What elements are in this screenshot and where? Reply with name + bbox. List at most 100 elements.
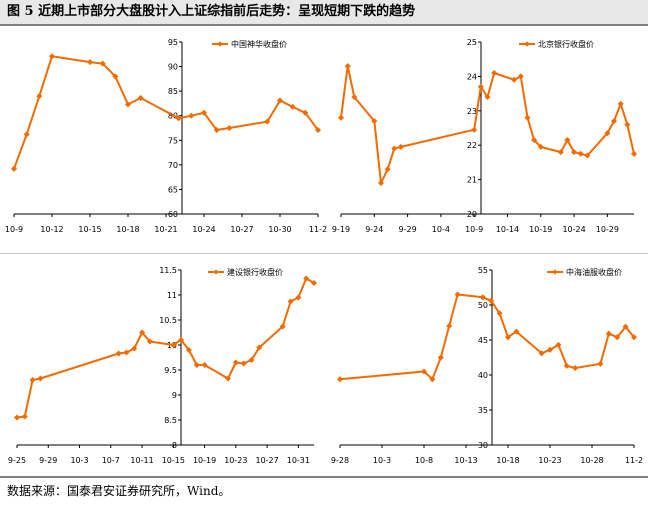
data-point — [524, 114, 531, 121]
data-point — [604, 130, 611, 137]
chart-3: 11.51110.5109.598.589-259-2910-310-710-1… — [8, 266, 318, 465]
legend-label: 中海油服收盘价 — [566, 267, 622, 277]
legend-marker — [552, 269, 558, 275]
x-tick-label: 10-24 — [192, 225, 215, 234]
data-point — [37, 375, 44, 382]
y-tick-label: 21 — [467, 176, 477, 185]
data-point — [303, 275, 310, 282]
x-tick-label: 9-28 — [331, 456, 349, 465]
y-tick-label: 9 — [172, 391, 177, 400]
data-point — [531, 136, 538, 144]
data-point — [310, 279, 318, 287]
y-tick-label: 23 — [467, 107, 477, 116]
data-point — [29, 376, 36, 384]
data-point — [371, 118, 378, 125]
data-point — [538, 350, 545, 357]
data-point — [537, 143, 544, 150]
x-tick-label: 10-13 — [454, 456, 477, 465]
data-point — [248, 356, 255, 364]
data-point — [21, 413, 28, 420]
y-tick-label: 70 — [168, 161, 178, 170]
data-point — [571, 149, 578, 156]
data-point — [302, 109, 309, 116]
data-point — [170, 341, 177, 349]
data-point — [124, 101, 132, 108]
data-point — [139, 329, 146, 336]
x-tick-label: 10-29 — [596, 225, 619, 234]
legend: 中海油服收盘价 — [547, 267, 622, 277]
series-line — [13, 55, 319, 170]
data-point — [137, 94, 144, 102]
x-tick-label: 10-3 — [70, 456, 88, 465]
data-point — [513, 328, 520, 335]
figure-source: 数据来源：国泰君安证券研究所，Wind。 — [7, 484, 231, 498]
data-point — [597, 360, 604, 367]
data-point — [610, 118, 618, 125]
data-point — [175, 115, 182, 122]
series-line — [16, 277, 315, 419]
data-point — [491, 69, 498, 77]
data-point — [496, 310, 503, 317]
data-point — [614, 334, 621, 341]
data-point — [577, 150, 584, 157]
legend: 北京银行收盘价 — [519, 39, 594, 49]
legend: 中国神华收盘价 — [212, 39, 287, 49]
x-tick-label: 10-23 — [538, 456, 561, 465]
y-tick-label: 22 — [467, 141, 477, 150]
data-point — [36, 93, 43, 100]
data-point — [564, 136, 571, 144]
data-point — [630, 150, 638, 157]
x-tick-label: 10-11 — [130, 456, 153, 465]
y-tick-label: 8 — [172, 441, 177, 450]
x-tick-label: 10-8 — [415, 456, 433, 465]
legend: 建设银行收盘价 — [208, 267, 283, 277]
x-tick-label: 10-31 — [287, 456, 310, 465]
legend-marker — [213, 269, 219, 275]
data-point — [384, 166, 391, 173]
legend-label: 北京银行收盘价 — [538, 39, 594, 49]
y-tick-label: 35 — [478, 406, 488, 415]
data-point — [446, 322, 453, 330]
x-tick-label: 10-7 — [102, 456, 120, 465]
x-tick-label: 10-27 — [255, 456, 278, 465]
x-tick-label: 9-29 — [39, 456, 57, 465]
data-point — [391, 145, 398, 152]
chart-2: 25 24 23 22 21 20 9-19 9-24 9-29 10-4 10-9 10-14 10-… — [332, 38, 638, 234]
data-point — [13, 414, 21, 421]
data-point — [48, 53, 56, 60]
data-point — [226, 124, 233, 132]
x-tick-label: 10-14 — [496, 225, 519, 234]
y-tick-label: 8.5 — [164, 416, 177, 425]
data-point — [504, 334, 512, 341]
x-tick-label: 10-3 — [373, 456, 391, 465]
data-point — [555, 341, 562, 348]
y-tick-label: 30 — [478, 441, 488, 450]
x-tick-label: 10-9 — [5, 225, 23, 234]
x-tick-label: 10-4 — [432, 225, 450, 234]
x-tick-label: 11-2 — [309, 225, 327, 234]
data-point — [200, 109, 208, 116]
data-point — [289, 103, 296, 110]
data-point — [86, 59, 94, 66]
y-tick-label: 25 — [467, 38, 477, 47]
y-tick-label: 45 — [478, 336, 488, 345]
x-tick-label: 9-29 — [399, 225, 417, 234]
x-tick-label: 9-25 — [8, 456, 26, 465]
panel-divider — [0, 253, 648, 254]
data-point — [546, 346, 554, 353]
figure-title: 图 5 近期上市部分大盘股计入上证综指前后走势：呈现短期下跌的趋势 — [7, 4, 416, 19]
data-point — [131, 345, 138, 352]
data-point — [193, 361, 200, 369]
x-tick-label: 10-15 — [78, 225, 101, 234]
data-point — [477, 83, 484, 90]
y-tick-label: 90 — [168, 63, 178, 72]
x-tick-label: 10-15 — [162, 456, 185, 465]
data-point — [240, 360, 247, 367]
data-point — [287, 298, 294, 305]
data-point — [201, 361, 208, 369]
y-tick-label: 50 — [478, 301, 488, 310]
y-tick-label: 10.5 — [159, 316, 177, 325]
y-tick-label: 9.5 — [164, 366, 177, 375]
